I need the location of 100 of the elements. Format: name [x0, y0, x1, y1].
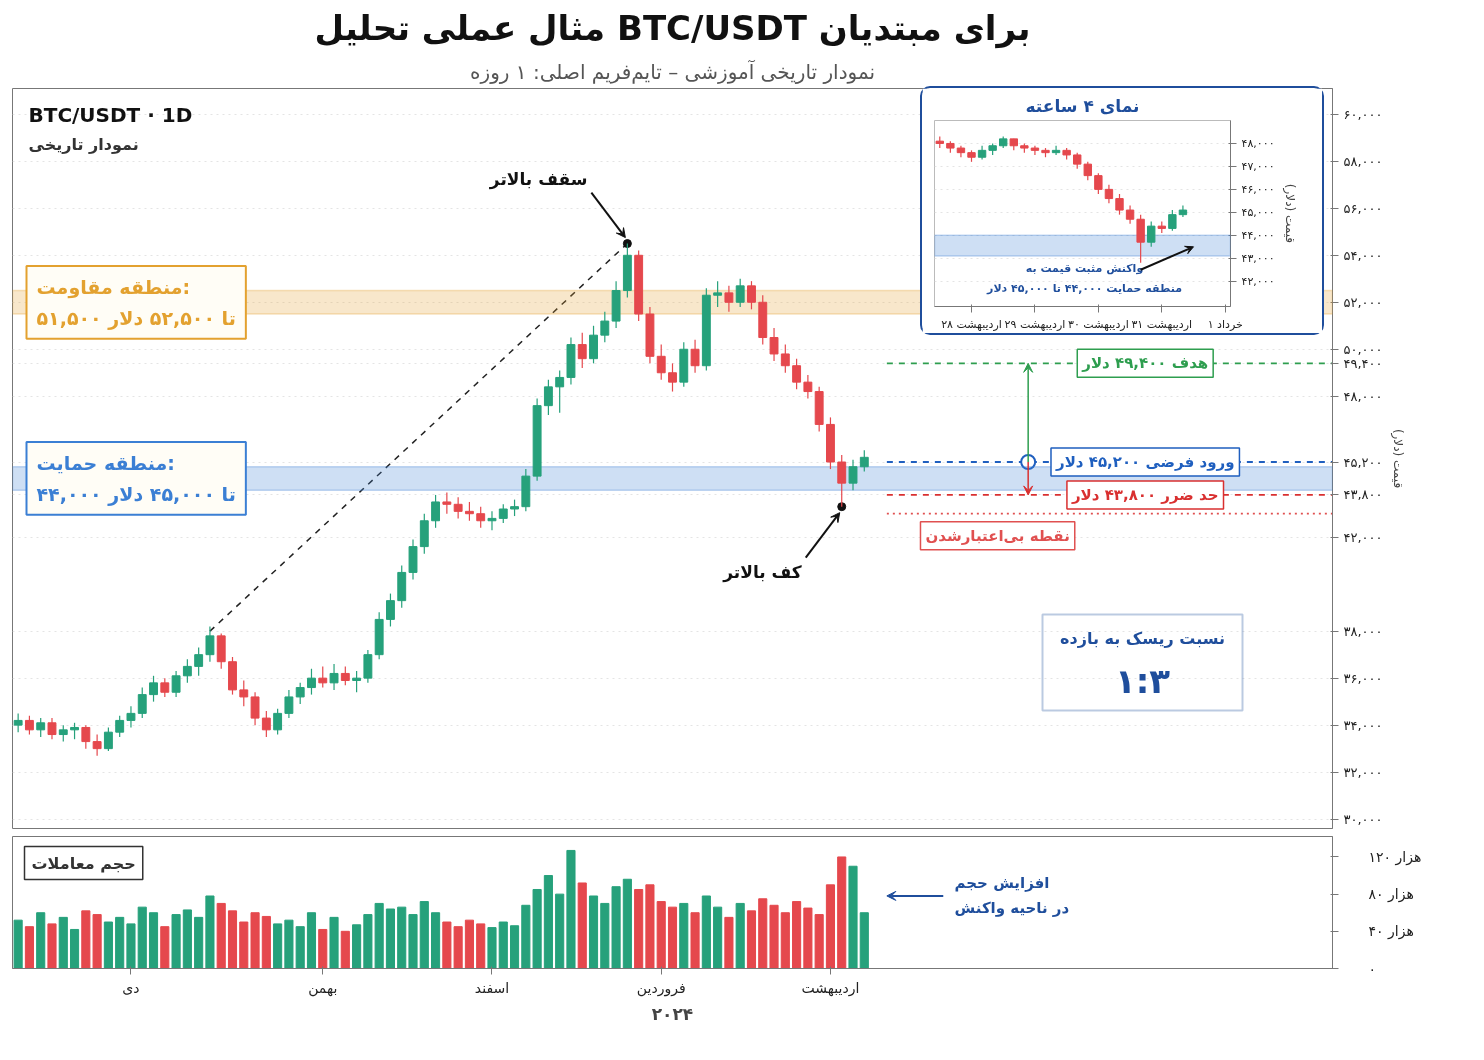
- band-label: منطقه حمایت: ۴۴,۰۰۰ تا ۴۵,۰۰۰ دلار: [36, 452, 236, 506]
- annotation: کف بالاتر: [722, 561, 802, 583]
- x-tick-label: بهمن: [308, 979, 338, 997]
- candlestick: [589, 325, 598, 364]
- bar: [792, 901, 802, 969]
- candlestick: [295, 682, 305, 705]
- bar: [566, 849, 576, 969]
- y-tick-label: ۳۲,۰۰۰: [1343, 764, 1383, 780]
- bar: [431, 912, 441, 969]
- y-tick-label: ۳۶,۰۰۰: [1343, 670, 1383, 686]
- bar: [509, 925, 520, 969]
- candlestick: [47, 717, 57, 740]
- y-tick-label: ۴۴,۰۰۰: [1241, 228, 1275, 242]
- bar: [780, 912, 790, 969]
- candlestick: [386, 592, 395, 628]
- y-tick-label: ۴۸,۰۰۰: [1241, 136, 1275, 150]
- candlestick: [171, 670, 181, 698]
- bar: [194, 916, 204, 969]
- bar: [24, 926, 34, 969]
- x-tick-label: ۳۱ اردیبهشت: [1131, 317, 1193, 331]
- y-axis-title: قیمت (دلار): [1281, 183, 1297, 244]
- bar: [690, 912, 700, 969]
- bar: [577, 882, 587, 969]
- y-tick-label: ۶۰,۰۰۰: [1343, 106, 1383, 122]
- bar: [250, 912, 260, 969]
- bar: [352, 924, 362, 969]
- bar: [148, 912, 159, 969]
- candlestick: [498, 503, 508, 524]
- candlestick: [442, 491, 452, 515]
- bar: [329, 916, 339, 969]
- x-tick-label: ۳۰ اردیبهشت: [1068, 317, 1129, 331]
- bar: [182, 909, 192, 969]
- bar: [205, 895, 215, 969]
- bar: [464, 919, 474, 969]
- bar: [171, 914, 181, 969]
- bar: [588, 895, 599, 969]
- candlestick: [352, 670, 362, 693]
- y-tick-label: ۴۲,۰۰۰: [1241, 274, 1275, 288]
- candlestick: [724, 285, 734, 313]
- ref-line-label: حد ضرر ۴۳,۸۰۰ دلار: [1070, 485, 1219, 504]
- bar: [848, 865, 858, 969]
- candlestick: [1094, 172, 1103, 195]
- bar: [724, 916, 734, 969]
- x-tick-label: اردیبهشت: [801, 979, 860, 997]
- bar: [419, 901, 429, 969]
- bar: [47, 923, 57, 969]
- bar: [13, 919, 23, 969]
- y-tick-label: ۴۶,۰۰۰: [1241, 182, 1275, 196]
- candlestick: [431, 494, 441, 529]
- candlestick: [1083, 161, 1092, 181]
- candlestick: [329, 663, 339, 691]
- bar: [498, 921, 508, 969]
- bar: [239, 921, 249, 969]
- candlestick: [803, 374, 813, 400]
- candlestick: [1125, 204, 1135, 225]
- x-tick-label: ۲۸ اردیبهشت: [941, 317, 1002, 331]
- annotation: سقف بالاتر: [488, 168, 588, 190]
- candlestick: [1030, 145, 1040, 156]
- bar: [69, 928, 80, 969]
- bar: [837, 856, 847, 969]
- bar: [58, 916, 68, 969]
- bar: [273, 923, 283, 969]
- candlestick: [261, 710, 271, 738]
- annotation: واکنش مثبت قیمت به منطقه حمایت ۴۴,۰۰۰ تا ۴۵,۰۰۰ دلار: [986, 262, 1182, 295]
- candlestick: [769, 327, 779, 362]
- bar: [115, 916, 125, 969]
- candlestick: [137, 686, 147, 719]
- bar: [103, 921, 113, 969]
- bar: [645, 884, 655, 969]
- bar: [126, 923, 136, 969]
- y-tick-label: ۵۶,۰۰۰: [1343, 200, 1383, 216]
- bar: [735, 902, 745, 969]
- y-tick-label: ۱۲۰ هزار: [1368, 848, 1422, 866]
- candlestick: [656, 343, 666, 381]
- candlestick: [453, 496, 463, 519]
- bar: [487, 927, 497, 969]
- x-tick-label: اسفند: [474, 979, 510, 996]
- chart-subtitle: نمودار تاریخی آموزشی – تایم‌فریم اصلی: ۱ روزه: [470, 58, 876, 84]
- y-tick-label: ۵۰,۰۰۰: [1343, 341, 1383, 357]
- y-tick-label: ۵۸,۰۰۰: [1343, 153, 1383, 169]
- chart-title: نمای ۴ ساعته: [1025, 95, 1140, 116]
- candlestick: [273, 708, 283, 736]
- bar: [318, 928, 328, 969]
- candlestick: [1104, 184, 1114, 204]
- bar: [758, 898, 768, 969]
- bar: [622, 878, 632, 969]
- candlestick: [363, 649, 373, 684]
- x-tick-label: فروردین: [636, 979, 686, 997]
- candlestick: [205, 625, 215, 663]
- candlestick: [1168, 209, 1177, 232]
- bar: [340, 930, 350, 969]
- bar: [667, 906, 678, 969]
- candlestick: [340, 665, 350, 686]
- y-tick-label: ۵۲,۰۰۰: [1343, 294, 1383, 310]
- bar: [825, 884, 836, 969]
- chart-title: مثال عملی تحلیل BTC/USDT برای مبتدیان: [314, 7, 1031, 49]
- candlestick: [36, 717, 46, 738]
- annotation: نمودار تاریخی: [28, 134, 139, 154]
- candlestick: [747, 280, 756, 310]
- y-tick-label: ۸۰ هزار: [1368, 886, 1414, 904]
